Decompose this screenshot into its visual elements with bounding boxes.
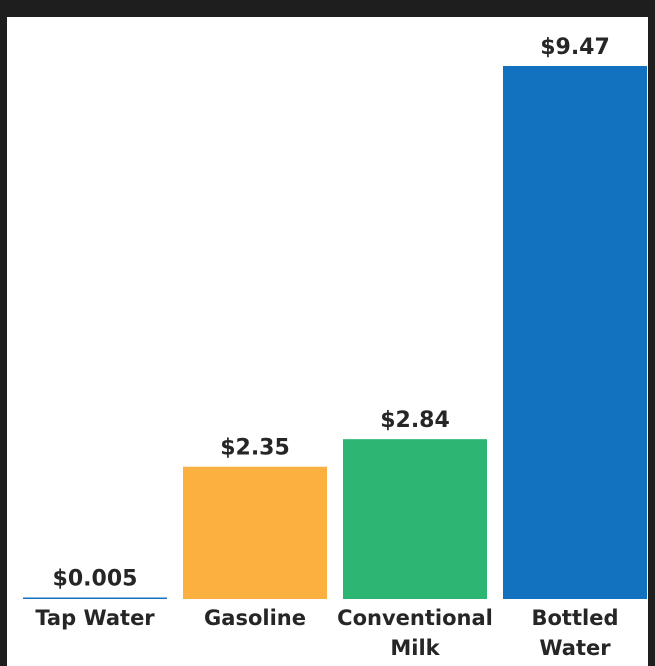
bar-3 [503, 66, 647, 599]
value-label-3: $9.47 [540, 35, 610, 60]
value-label-2: $2.84 [380, 408, 450, 433]
bar-1 [183, 466, 327, 599]
category-label-3-line-1: Water [539, 636, 611, 660]
value-label-1: $2.35 [220, 436, 290, 461]
category-label-3-line-0: Bottled [532, 606, 619, 630]
category-label-1: Gasoline [204, 606, 306, 630]
category-label-2-line-0: Conventional [337, 606, 493, 630]
bar-2 [343, 439, 487, 599]
bar-0 [23, 597, 167, 599]
category-label-2-line-1: Milk [390, 636, 440, 660]
category-label-0: Tap Water [35, 606, 155, 630]
value-label-0: $0.005 [53, 567, 138, 592]
